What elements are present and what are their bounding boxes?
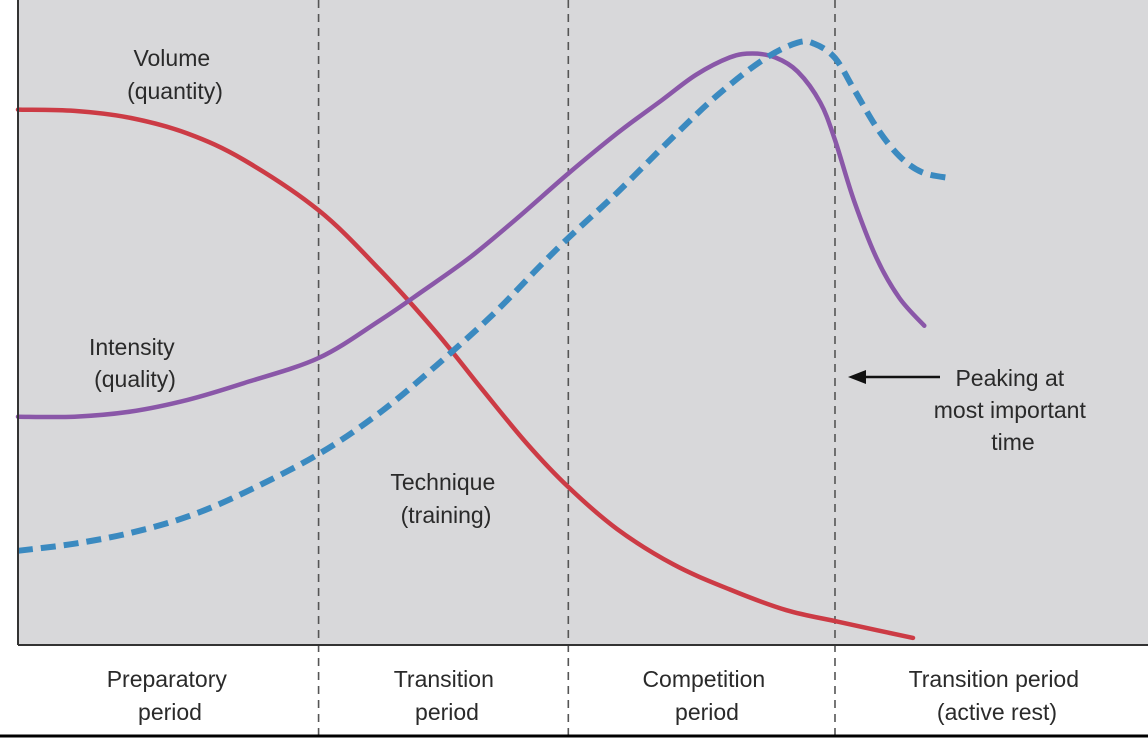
period-preparatory-line-2: period [138, 699, 202, 725]
period-competition-line-2: period [675, 699, 739, 725]
period-preparatory-line-1: Preparatory [107, 666, 228, 692]
peaking-line-1: Peaking at [955, 365, 1064, 391]
volume-label-line-1: Volume [133, 45, 210, 71]
intensity-label: Intensity (quality) [89, 334, 181, 392]
period-transition-line-2: period [415, 699, 479, 725]
peaking-annotation: Peaking at most important time [934, 365, 1093, 455]
period-label-transition: Transition period [394, 666, 501, 725]
period-transition-line-1: Transition [394, 666, 494, 692]
period-label-transition-rest: Transition period (active rest) [909, 666, 1086, 725]
series-lines [15, 38, 950, 641]
plot-background [18, 0, 1148, 645]
period-dividers [317, 0, 836, 738]
volume-label: Volume (quantity) [127, 45, 223, 104]
intensity-label-line-2: (quality) [94, 366, 176, 392]
technique-line [17, 38, 950, 554]
intensity-label-line-1: Intensity [89, 334, 175, 360]
peaking-line-2: most important [934, 397, 1087, 423]
period-transition-rest-line-2: (active rest) [937, 699, 1057, 725]
period-transition-rest-line-1: Transition period [909, 666, 1079, 692]
technique-label-line-1: Technique [390, 469, 495, 495]
period-label-competition: Competition period [642, 666, 771, 725]
peaking-arrow-head [848, 370, 866, 384]
volume-label-line-2: (quantity) [127, 78, 223, 104]
intensity-line [15, 51, 927, 420]
technique-label-line-2: (training) [401, 502, 492, 528]
period-competition-line-1: Competition [642, 666, 765, 692]
peaking-line-3: time [991, 429, 1034, 455]
period-label-preparatory: Preparatory period [107, 666, 234, 725]
technique-label: Technique (training) [390, 469, 501, 528]
volume-line [15, 107, 916, 641]
